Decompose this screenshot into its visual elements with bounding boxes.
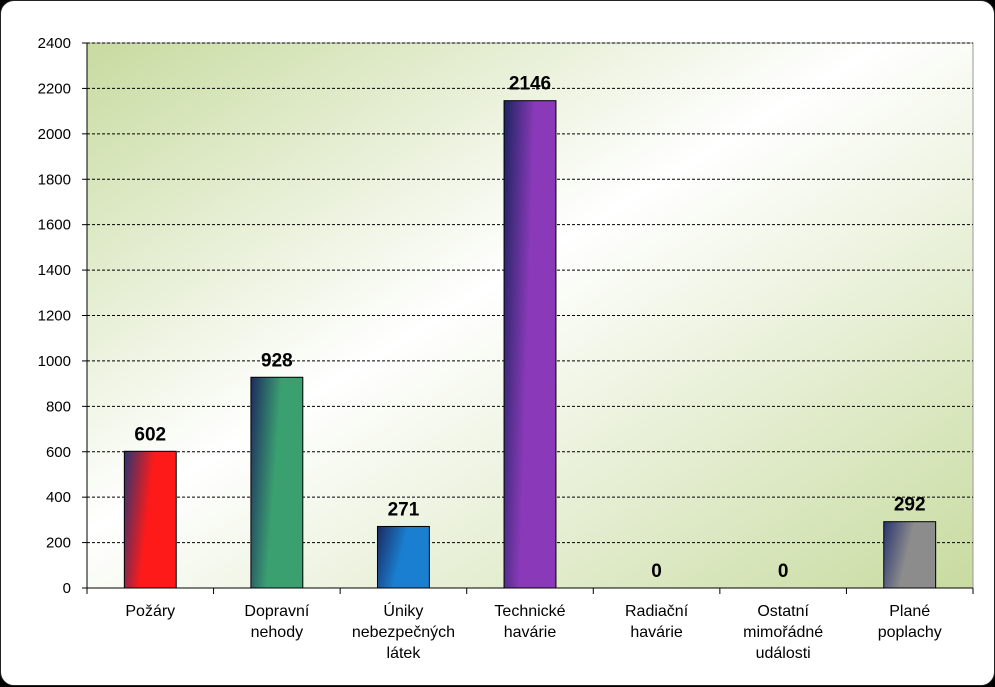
- y-tick-label: 1000: [38, 353, 71, 370]
- x-tick-label: Ostatní mimořádné události: [743, 603, 823, 662]
- bar: [376, 525, 430, 589]
- y-tick-label: 200: [46, 535, 71, 552]
- y-tick-label: 1800: [38, 171, 71, 188]
- x-tick-label: Dopravní nehody: [244, 603, 309, 641]
- bar: [503, 100, 557, 589]
- bar: [883, 521, 937, 589]
- x-tick-label: Technické havárie: [494, 603, 565, 641]
- data-label: 928: [261, 350, 293, 371]
- y-tick-label: 1400: [38, 262, 71, 279]
- y-tick-label: 2000: [38, 126, 71, 143]
- data-label: 0: [778, 561, 789, 582]
- data-label: 2146: [509, 74, 551, 95]
- x-tick-label: Radiační havárie: [625, 603, 689, 641]
- y-tick-label: 2400: [38, 35, 71, 52]
- y-tick-label: 1200: [38, 308, 71, 325]
- data-label: 0: [651, 561, 662, 582]
- data-label: 292: [894, 495, 926, 516]
- y-tick-label: 2200: [38, 80, 71, 97]
- bar: [123, 450, 177, 589]
- x-tick-label: Úniky nebezpečných látek: [352, 601, 455, 662]
- x-tick-label: Požáry: [125, 603, 175, 620]
- y-tick-label: 0: [63, 580, 71, 597]
- data-label: 271: [388, 499, 420, 520]
- y-tick-label: 600: [46, 444, 71, 461]
- y-tick-label: 800: [46, 398, 71, 415]
- x-tick-label: Plané poplachy: [878, 603, 942, 641]
- y-tick-label: 400: [46, 489, 71, 506]
- bar: [250, 376, 304, 589]
- y-tick-label: 1600: [38, 217, 71, 234]
- data-label: 602: [134, 424, 166, 445]
